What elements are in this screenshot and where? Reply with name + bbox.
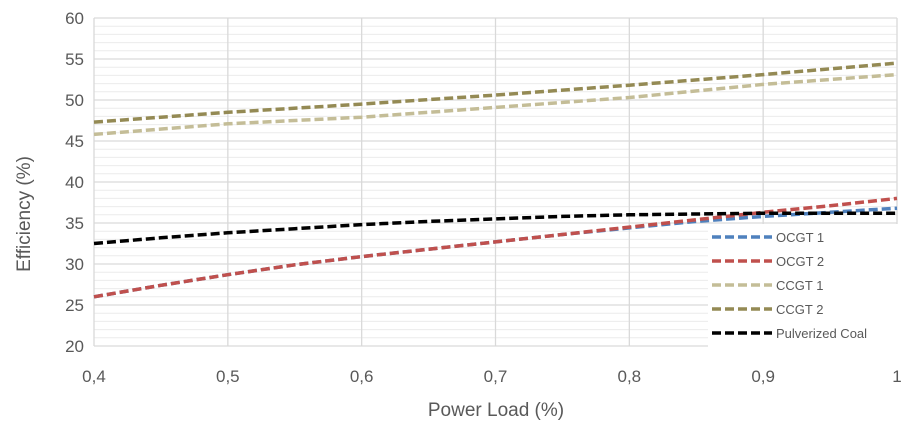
x-tick-label: 1 [892,367,901,386]
legend-label-pulverized-coal: Pulverized Coal [776,326,867,341]
y-tick-label: 35 [65,214,84,233]
y-tick-label: 25 [65,296,84,315]
y-tick-label: 20 [65,337,84,356]
x-tick-label: 0,8 [618,367,642,386]
legend-label-ccgt-2: CCGT 2 [776,302,823,317]
series-lines [93,61,898,299]
series-line-ocgt-2 [93,196,898,299]
series-line-ccgt-2 [93,61,898,124]
x-tick-label: 0,9 [751,367,775,386]
y-axis-title: Efficiency (%) [14,156,35,272]
x-axis-title: Power Load (%) [428,400,564,421]
legend-background [708,224,904,352]
y-tick-label: 30 [65,255,84,274]
x-tick-label: 0,7 [484,367,508,386]
x-tick-label: 0,4 [82,367,106,386]
legend-label-ccgt-1: CCGT 1 [776,278,823,293]
x-axis-tick-labels: 0,4 0,5 0,6 0,7 0,8 0,9 1 [82,367,902,386]
legend-label-ocgt-1: OCGT 1 [776,230,824,245]
x-tick-label: 0,5 [216,367,240,386]
y-tick-label: 45 [65,132,84,151]
y-tick-label: 60 [65,9,84,28]
legend-label-ocgt-2: OCGT 2 [776,254,824,269]
y-axis-tick-labels: 20 25 30 35 40 45 50 55 60 [65,9,84,356]
x-tick-label: 0,6 [350,367,374,386]
y-tick-label: 40 [65,173,84,192]
series-line-ccgt-1 [93,72,898,137]
series-line-pulverized-coal [93,211,897,246]
legend: OCGT 1 OCGT 2 CCGT 1 CCGT 2 Pulverized Coal [708,224,904,352]
y-tick-label: 55 [65,50,84,69]
y-tick-label: 50 [65,91,84,110]
